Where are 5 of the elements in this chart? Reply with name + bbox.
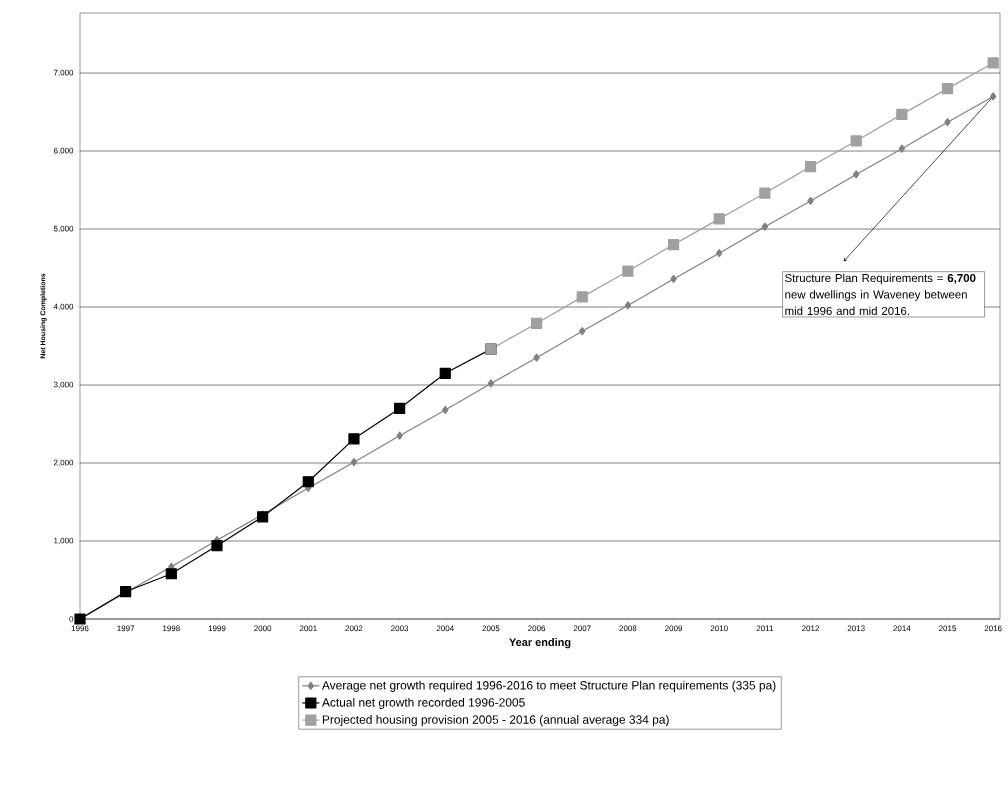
x-axis-title: Year ending (509, 638, 571, 649)
legend-label: Projected housing provision 2005 - 2016 (annual average 334 pa) (322, 715, 669, 727)
legend-label: Actual net growth recorded 1996-2005 (321, 697, 525, 710)
legend-label: Average net growth required 1996-2016 to meet Structure Plan requirements (335 pa) (321, 680, 776, 692)
annotation: Structure Plan Requirements = 6,700 new dwellings in Waveney between mid 1996 and mid 2016. (785, 273, 976, 315)
